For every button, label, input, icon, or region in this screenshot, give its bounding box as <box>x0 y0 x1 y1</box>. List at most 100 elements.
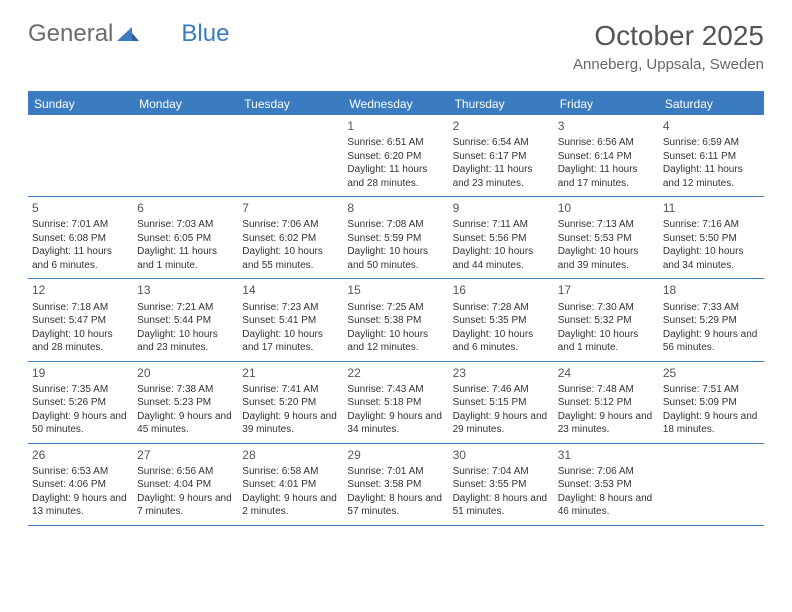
daylight-line: Daylight: 9 hours and 18 minutes. <box>663 410 760 437</box>
sunset-line: Sunset: 3:53 PM <box>558 478 655 492</box>
sunrise-line: Sunrise: 7:06 AM <box>242 218 339 232</box>
sunrise-line: Sunrise: 7:03 AM <box>137 218 234 232</box>
sunset-line: Sunset: 6:11 PM <box>663 150 760 164</box>
day-cell <box>28 115 133 196</box>
day-cell: 25Sunrise: 7:51 AMSunset: 5:09 PMDayligh… <box>659 362 764 443</box>
day-number: 22 <box>347 365 444 381</box>
day-number: 3 <box>558 118 655 134</box>
sunset-line: Sunset: 5:41 PM <box>242 314 339 328</box>
day-number: 23 <box>453 365 550 381</box>
day-number: 25 <box>663 365 760 381</box>
day-cell: 1Sunrise: 6:51 AMSunset: 6:20 PMDaylight… <box>343 115 448 196</box>
daylight-line: Daylight: 10 hours and 50 minutes. <box>347 245 444 272</box>
day-header: Tuesday <box>238 93 343 115</box>
sunset-line: Sunset: 5:32 PM <box>558 314 655 328</box>
sunrise-line: Sunrise: 7:28 AM <box>453 301 550 315</box>
day-number: 17 <box>558 282 655 298</box>
daylight-line: Daylight: 10 hours and 12 minutes. <box>347 328 444 355</box>
week-row: 26Sunrise: 6:53 AMSunset: 4:06 PMDayligh… <box>28 444 764 526</box>
logo-text-1: General <box>28 20 113 48</box>
sunrise-line: Sunrise: 7:21 AM <box>137 301 234 315</box>
daylight-line: Daylight: 8 hours and 57 minutes. <box>347 492 444 519</box>
day-cell: 5Sunrise: 7:01 AMSunset: 6:08 PMDaylight… <box>28 197 133 278</box>
day-number: 29 <box>347 447 444 463</box>
daylight-line: Daylight: 9 hours and 56 minutes. <box>663 328 760 355</box>
day-number: 15 <box>347 282 444 298</box>
day-number: 14 <box>242 282 339 298</box>
day-cell: 26Sunrise: 6:53 AMSunset: 4:06 PMDayligh… <box>28 444 133 525</box>
daylight-line: Daylight: 9 hours and 7 minutes. <box>137 492 234 519</box>
daylight-line: Daylight: 11 hours and 6 minutes. <box>32 245 129 272</box>
day-header: Saturday <box>659 93 764 115</box>
day-cell: 9Sunrise: 7:11 AMSunset: 5:56 PMDaylight… <box>449 197 554 278</box>
day-cell: 16Sunrise: 7:28 AMSunset: 5:35 PMDayligh… <box>449 279 554 360</box>
day-number: 10 <box>558 200 655 216</box>
day-number: 21 <box>242 365 339 381</box>
day-cell: 8Sunrise: 7:08 AMSunset: 5:59 PMDaylight… <box>343 197 448 278</box>
sunrise-line: Sunrise: 7:06 AM <box>558 465 655 479</box>
day-cell <box>133 115 238 196</box>
sunrise-line: Sunrise: 7:01 AM <box>32 218 129 232</box>
day-cell: 29Sunrise: 7:01 AMSunset: 3:58 PMDayligh… <box>343 444 448 525</box>
daylight-line: Daylight: 10 hours and 34 minutes. <box>663 245 760 272</box>
sunrise-line: Sunrise: 7:01 AM <box>347 465 444 479</box>
location-text: Anneberg, Uppsala, Sweden <box>573 56 764 73</box>
daylight-line: Daylight: 11 hours and 17 minutes. <box>558 163 655 190</box>
day-number: 8 <box>347 200 444 216</box>
daylight-line: Daylight: 9 hours and 13 minutes. <box>32 492 129 519</box>
sunset-line: Sunset: 5:44 PM <box>137 314 234 328</box>
day-number: 24 <box>558 365 655 381</box>
sunset-line: Sunset: 5:56 PM <box>453 232 550 246</box>
sunrise-line: Sunrise: 7:43 AM <box>347 383 444 397</box>
sunset-line: Sunset: 4:04 PM <box>137 478 234 492</box>
daylight-line: Daylight: 9 hours and 45 minutes. <box>137 410 234 437</box>
daylight-line: Daylight: 11 hours and 23 minutes. <box>453 163 550 190</box>
day-cell: 6Sunrise: 7:03 AMSunset: 6:05 PMDaylight… <box>133 197 238 278</box>
day-cell: 27Sunrise: 6:56 AMSunset: 4:04 PMDayligh… <box>133 444 238 525</box>
day-header: Monday <box>133 93 238 115</box>
day-number: 6 <box>137 200 234 216</box>
sunrise-line: Sunrise: 6:51 AM <box>347 136 444 150</box>
day-number: 30 <box>453 447 550 463</box>
month-title: October 2025 <box>573 20 764 52</box>
daylight-line: Daylight: 10 hours and 17 minutes. <box>242 328 339 355</box>
sunrise-line: Sunrise: 6:59 AM <box>663 136 760 150</box>
sunrise-line: Sunrise: 7:04 AM <box>453 465 550 479</box>
day-number: 13 <box>137 282 234 298</box>
sunrise-line: Sunrise: 7:30 AM <box>558 301 655 315</box>
day-number: 16 <box>453 282 550 298</box>
day-cell: 10Sunrise: 7:13 AMSunset: 5:53 PMDayligh… <box>554 197 659 278</box>
week-row: 12Sunrise: 7:18 AMSunset: 5:47 PMDayligh… <box>28 279 764 361</box>
sunset-line: Sunset: 6:02 PM <box>242 232 339 246</box>
day-number: 5 <box>32 200 129 216</box>
day-cell: 13Sunrise: 7:21 AMSunset: 5:44 PMDayligh… <box>133 279 238 360</box>
sunset-line: Sunset: 5:50 PM <box>663 232 760 246</box>
sunrise-line: Sunrise: 6:53 AM <box>32 465 129 479</box>
daylight-line: Daylight: 11 hours and 1 minute. <box>137 245 234 272</box>
sunset-line: Sunset: 5:12 PM <box>558 396 655 410</box>
sunrise-line: Sunrise: 7:16 AM <box>663 218 760 232</box>
daylight-line: Daylight: 9 hours and 34 minutes. <box>347 410 444 437</box>
day-cell: 23Sunrise: 7:46 AMSunset: 5:15 PMDayligh… <box>449 362 554 443</box>
day-number: 28 <box>242 447 339 463</box>
logo: General Blue <box>28 20 229 48</box>
daylight-line: Daylight: 10 hours and 55 minutes. <box>242 245 339 272</box>
day-cell: 31Sunrise: 7:06 AMSunset: 3:53 PMDayligh… <box>554 444 659 525</box>
daylight-line: Daylight: 11 hours and 28 minutes. <box>347 163 444 190</box>
sunset-line: Sunset: 5:53 PM <box>558 232 655 246</box>
day-cell: 18Sunrise: 7:33 AMSunset: 5:29 PMDayligh… <box>659 279 764 360</box>
day-header: Thursday <box>449 93 554 115</box>
day-cell: 2Sunrise: 6:54 AMSunset: 6:17 PMDaylight… <box>449 115 554 196</box>
sunrise-line: Sunrise: 7:35 AM <box>32 383 129 397</box>
sunrise-line: Sunrise: 7:25 AM <box>347 301 444 315</box>
day-number: 31 <box>558 447 655 463</box>
sunset-line: Sunset: 5:26 PM <box>32 396 129 410</box>
day-cell: 19Sunrise: 7:35 AMSunset: 5:26 PMDayligh… <box>28 362 133 443</box>
sunrise-line: Sunrise: 7:13 AM <box>558 218 655 232</box>
day-cell: 15Sunrise: 7:25 AMSunset: 5:38 PMDayligh… <box>343 279 448 360</box>
week-row: 19Sunrise: 7:35 AMSunset: 5:26 PMDayligh… <box>28 362 764 444</box>
sunrise-line: Sunrise: 7:23 AM <box>242 301 339 315</box>
daylight-line: Daylight: 8 hours and 51 minutes. <box>453 492 550 519</box>
sunset-line: Sunset: 4:01 PM <box>242 478 339 492</box>
day-headers-row: SundayMondayTuesdayWednesdayThursdayFrid… <box>28 93 764 115</box>
